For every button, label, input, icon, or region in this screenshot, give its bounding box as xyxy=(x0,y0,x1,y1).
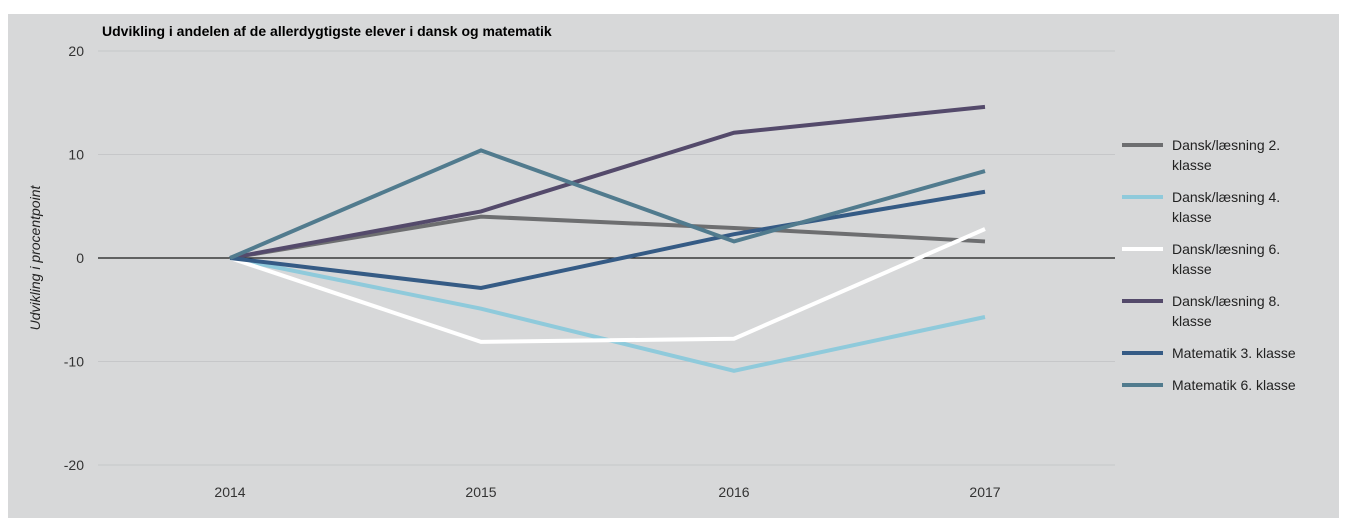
series-line xyxy=(229,104,986,260)
series-line xyxy=(229,189,986,291)
y-tick-label: 10 xyxy=(68,147,84,163)
y-tick-label: 0 xyxy=(76,250,84,266)
x-tick-label: 2014 xyxy=(214,484,245,500)
series-line xyxy=(229,214,986,260)
legend-label: klasse xyxy=(1172,209,1212,225)
legend-label: klasse xyxy=(1172,313,1212,329)
legend-label: klasse xyxy=(1172,157,1212,173)
legend-item: Dansk/læsning 8. klasse xyxy=(1122,293,1280,329)
y-axis-ticks: -20 -10 0 10 20 xyxy=(64,43,84,473)
legend: Dansk/læsning 2. klasse Dansk/læsning 4. kl… xyxy=(1122,137,1296,393)
legend-label: Dansk/læsning 6. xyxy=(1172,241,1280,257)
legend-label: Dansk/læsning 4. xyxy=(1172,189,1280,205)
x-tick-label: 2016 xyxy=(718,484,749,500)
legend-label: Matematik 6. klasse xyxy=(1172,377,1296,393)
series-line xyxy=(229,148,986,260)
y-tick-label: -10 xyxy=(64,354,84,370)
chart-title: Udvikling i andelen af de allerdygtigste… xyxy=(102,23,552,39)
legend-label: klasse xyxy=(1172,261,1212,277)
series-lines xyxy=(229,104,986,373)
legend-label: Dansk/læsning 2. xyxy=(1172,137,1280,153)
legend-label: Dansk/læsning 8. xyxy=(1172,293,1280,309)
x-tick-label: 2017 xyxy=(969,484,1000,500)
series-line xyxy=(229,227,986,344)
x-tick-label: 2015 xyxy=(465,484,496,500)
legend-item: Matematik 3. klasse xyxy=(1122,345,1296,361)
legend-item: Dansk/læsning 6. klasse xyxy=(1122,241,1280,277)
y-tick-label: -20 xyxy=(64,457,84,473)
y-tick-label: 20 xyxy=(68,43,84,59)
legend-label: Matematik 3. klasse xyxy=(1172,345,1296,361)
legend-item: Matematik 6. klasse xyxy=(1122,377,1296,393)
chart-background xyxy=(8,14,1339,518)
legend-item: Dansk/læsning 4. klasse xyxy=(1122,189,1280,225)
gridlines xyxy=(98,50,1115,466)
y-axis-label: Udvikling i procentpoint xyxy=(27,185,43,331)
legend-item: Dansk/læsning 2. klasse xyxy=(1122,137,1280,173)
x-axis-ticks: 2014 2015 2016 2017 xyxy=(214,484,1000,500)
